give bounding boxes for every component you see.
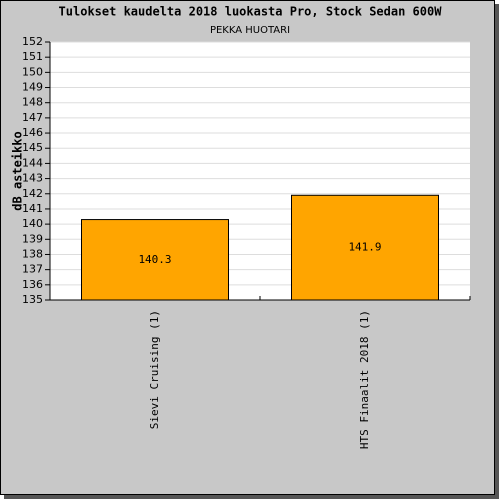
y-tick-label: 149 [22,81,43,94]
y-tick-label: 148 [22,96,43,109]
y-tick-label: 145 [22,141,43,154]
y-tick-label: 137 [22,263,43,276]
y-tick-label: 135 [22,293,43,306]
y-tick-label: 143 [22,172,43,185]
y-tick-label: 140 [22,217,43,230]
y-tick-label: 142 [22,187,43,200]
y-tick-label: 136 [22,278,43,291]
y-tick-label: 138 [22,247,43,260]
chart-title: Tulokset kaudelta 2018 luokasta Pro, Sto… [59,5,443,19]
x-tick-label: Sievi Cruising (1) [148,310,161,429]
value-label: 141.9 [348,241,381,254]
bar [81,219,229,301]
y-tick-label: 144 [22,156,43,169]
y-tick-label: 150 [22,65,43,78]
y-axis-label: dB asteikko [11,131,25,210]
x-tick-label: HTS Finaalit 2018 (1) [358,310,371,449]
y-tick-label: 152 [22,35,43,48]
y-tick-label: 151 [22,50,43,63]
y-tick-label: 141 [22,202,43,215]
y-tick-label: 139 [22,232,43,245]
chart-subtitle: PEKKA HUOTARI [210,25,290,36]
y-tick-label: 147 [22,111,43,124]
bar [291,194,439,301]
value-label: 140.3 [138,253,171,266]
y-tick-label: 146 [22,126,43,139]
